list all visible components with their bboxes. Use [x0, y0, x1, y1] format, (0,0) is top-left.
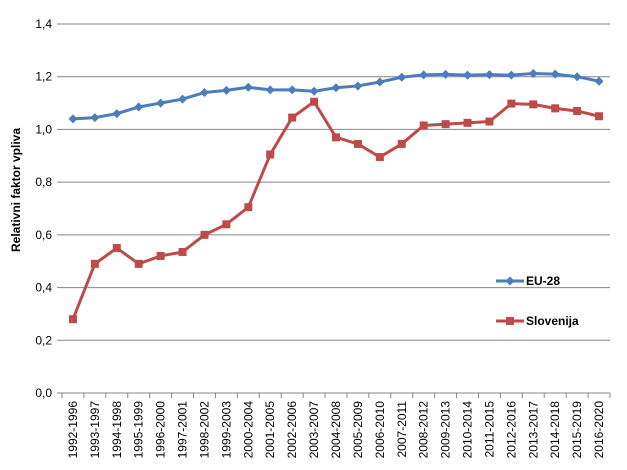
data-point-marker	[506, 317, 514, 325]
data-point-marker	[90, 259, 99, 268]
data-point-marker	[90, 113, 100, 123]
data-point-marker	[200, 230, 209, 239]
x-tick-label: 2000-2004	[241, 401, 255, 459]
data-point-marker	[505, 276, 515, 286]
x-tick-label: 2002-2006	[285, 401, 299, 459]
data-point-marker	[375, 153, 384, 162]
data-point-marker	[528, 69, 538, 79]
series-layer	[68, 69, 604, 324]
data-point-marker	[310, 97, 319, 106]
data-point-marker	[178, 247, 187, 256]
x-tick-label: 1994-1998	[110, 401, 124, 459]
data-point-marker	[506, 70, 516, 80]
data-point-marker	[463, 70, 473, 80]
data-point-marker	[484, 70, 494, 80]
data-point-marker	[332, 133, 340, 142]
x-tick-label: 2004-2008	[329, 401, 343, 459]
x-tick-label: 1999-2003	[219, 401, 233, 459]
y-axis-title: Relativni faktor vpliva	[9, 128, 23, 252]
data-point-marker	[244, 203, 253, 212]
series-0	[68, 69, 604, 124]
y-tick-label: 1,2	[35, 70, 52, 84]
series-1	[68, 97, 604, 324]
data-point-marker	[441, 120, 450, 129]
y-tick-label: 0,2	[35, 333, 52, 347]
data-point-marker	[178, 94, 188, 104]
series-line	[72, 72, 600, 121]
data-point-marker	[397, 139, 406, 148]
data-point-marker	[288, 113, 297, 122]
data-point-marker	[112, 244, 121, 253]
y-tick-label: 1,4	[35, 17, 52, 31]
data-point-marker	[199, 88, 209, 98]
x-tick-label: 2007-2011	[395, 401, 409, 458]
data-point-marker	[68, 114, 78, 124]
data-point-marker	[68, 315, 77, 324]
data-point-marker	[331, 83, 341, 93]
data-point-marker	[134, 259, 143, 268]
data-point-marker	[441, 69, 451, 79]
data-point-marker	[572, 72, 582, 82]
data-point-marker	[551, 104, 560, 113]
x-tick-label: 2001-2005	[263, 401, 277, 459]
x-tick-label: 2011-2015	[482, 401, 496, 458]
data-point-marker	[287, 85, 297, 95]
data-point-marker	[550, 69, 560, 79]
data-point-marker	[243, 82, 253, 92]
x-tick-label: 1996-2000	[154, 401, 168, 459]
x-tick-label: 2003-2007	[307, 401, 321, 459]
y-tick-label: 0,6	[35, 228, 52, 242]
y-tick-label: 1,0	[35, 122, 52, 136]
data-point-marker	[529, 100, 538, 109]
data-point-marker	[485, 117, 494, 126]
x-tick-label: 2006-2010	[373, 401, 387, 459]
x-tick-label: 2009-2013	[439, 401, 453, 459]
legend-item: EU-28	[496, 274, 560, 288]
x-tick-label: 1992-1996	[66, 401, 80, 459]
x-tick-label: 2012-2016	[504, 401, 518, 459]
data-point-marker	[419, 121, 428, 130]
legend-label: Slovenija	[526, 314, 579, 328]
data-point-marker	[156, 98, 166, 108]
y-tick-label: 0,0	[35, 386, 52, 400]
data-point-marker	[156, 251, 165, 260]
data-point-marker	[221, 85, 231, 95]
data-point-marker	[265, 85, 275, 95]
x-tick-label: 2008-2012	[417, 401, 431, 459]
data-point-marker	[419, 70, 429, 80]
y-tick-label: 0,8	[35, 175, 52, 189]
data-point-marker	[595, 112, 604, 121]
data-point-marker	[353, 81, 363, 91]
grid-lines	[62, 23, 610, 341]
data-point-marker	[573, 106, 582, 115]
data-point-marker	[594, 76, 604, 86]
data-point-marker	[266, 150, 275, 159]
data-point-marker	[397, 72, 407, 82]
data-point-marker	[134, 102, 144, 112]
x-tick-label: 1993-1997	[88, 401, 102, 459]
x-tick-label: 2015-2019	[570, 401, 584, 459]
data-point-marker	[112, 109, 122, 119]
x-axis-ticks: 1992-1996 1993-1997 1994-1998 1995-1999 1996…	[61, 393, 611, 459]
x-tick-label: 2005-2009	[351, 401, 365, 459]
legend-label: EU-28	[526, 274, 560, 288]
data-point-marker	[309, 86, 319, 96]
x-tick-label: 1998-2002	[197, 401, 211, 459]
y-tick-label: 0,4	[35, 281, 52, 295]
data-point-marker	[463, 118, 472, 127]
x-tick-label: 2016-2020	[592, 401, 606, 459]
legend: EU-28 Slovenija	[496, 274, 579, 328]
legend-item: Slovenija	[496, 314, 579, 328]
x-tick-label: 2010-2014	[461, 401, 475, 459]
x-tick-label: 2014-2018	[548, 401, 562, 459]
x-tick-label: 1997-2001	[176, 401, 190, 459]
x-tick-label: 1995-1999	[132, 401, 146, 459]
data-point-marker	[375, 77, 385, 87]
data-point-marker	[507, 99, 516, 108]
data-point-marker	[222, 220, 231, 229]
data-point-marker	[353, 139, 362, 148]
y-axis-ticks: 0,0 0,2 0,4 0,6 0,8 1,0 1,2 1,4	[35, 17, 62, 400]
x-tick-label: 2013-2017	[526, 401, 540, 459]
